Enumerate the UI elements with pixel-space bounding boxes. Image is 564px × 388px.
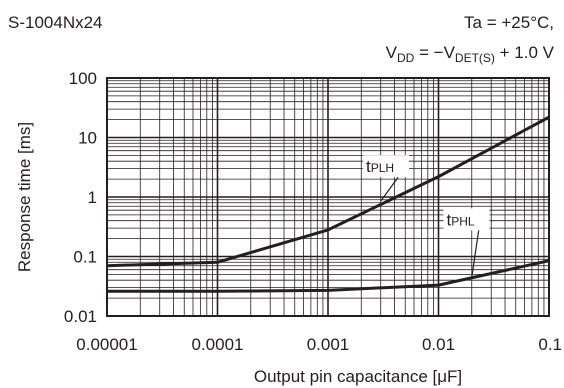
y-axis-tick-labels: 0.01 0.1 1 10 100 <box>64 69 97 326</box>
label-leader-phl <box>471 230 480 278</box>
y-tick-label: 100 <box>69 69 97 88</box>
x-tick-label: 0.0001 <box>192 335 244 354</box>
series-label-phl: tPHL <box>447 210 475 229</box>
series-label-plh: tPLH <box>366 157 394 176</box>
series-line-plh <box>106 115 550 268</box>
chart-title: S-1004Nx24 <box>8 13 103 32</box>
y-tick-label: 10 <box>78 129 97 148</box>
y-tick-label: 0.1 <box>73 248 97 267</box>
y-axis-label: Response time [ms] <box>15 122 34 272</box>
label-bg-phl <box>443 208 490 231</box>
x-axis-tick-labels: 0.00001 0.0001 0.001 0.01 0.1 <box>76 335 562 354</box>
plot-frame <box>106 77 550 317</box>
series-labels: tPLH tPHL <box>363 155 490 278</box>
y-tick-label: 0.01 <box>64 307 97 326</box>
x-tick-label: 0.1 <box>538 335 562 354</box>
condition-line-2: VDD = −VDET(S) + 1.0 V <box>386 43 555 65</box>
series-line-phl <box>107 259 550 293</box>
label-leader-plh <box>380 176 399 202</box>
condition-line-1: Ta = +25°C, <box>464 13 554 32</box>
x-tick-label: 0.01 <box>422 335 455 354</box>
series-lines <box>106 115 550 293</box>
x-tick-label: 0.001 <box>307 335 350 354</box>
y-tick-label: 1 <box>88 188 97 207</box>
label-bg-plh <box>363 155 409 178</box>
x-axis-label: Output pin capacitance [μF] <box>254 367 462 386</box>
x-tick-label: 0.00001 <box>76 335 137 354</box>
